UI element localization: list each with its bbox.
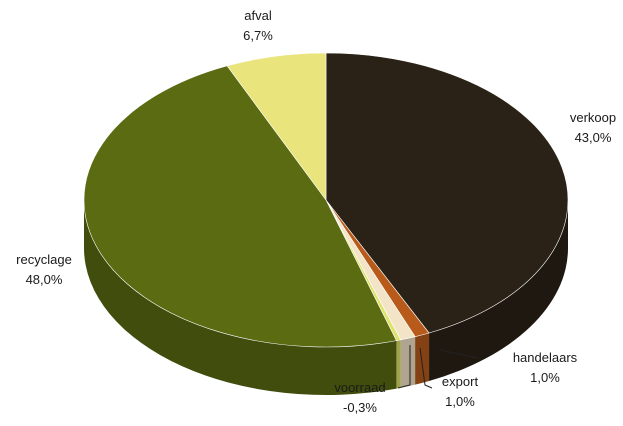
slice-afval <box>226 52 327 201</box>
leader-line-handelaars <box>439 349 479 359</box>
label-afval-value: 6,7% <box>243 28 273 43</box>
leader-line-export <box>419 347 433 389</box>
leader-line-voorraad <box>397 345 411 389</box>
label-recyclage-name: recyclage <box>16 252 72 267</box>
label-export-name: export <box>442 374 479 389</box>
label-export-value: 1,0% <box>445 394 475 409</box>
label-recyclage-value: 48,0% <box>26 272 63 287</box>
label-voorraad-value: -0,3% <box>343 400 377 415</box>
label-verkoop-name: verkoop <box>570 110 616 125</box>
label-handelaars-name: handelaars <box>513 350 578 365</box>
pie-sides <box>84 200 568 395</box>
slice-side-handelaars <box>415 333 430 385</box>
label-handelaars-value: 1,0% <box>530 370 560 385</box>
slice-recyclage <box>83 65 397 348</box>
leader-lines <box>397 345 479 389</box>
label-afval-name: afval <box>244 8 272 23</box>
slice-side-voorraad <box>396 339 401 389</box>
slice-labels: verkoop 43,0% handelaars 1,0% export 1,0% voor… <box>16 8 616 415</box>
slice-side-recyclage <box>84 200 397 395</box>
label-voorraad-name: voorraad <box>334 380 385 395</box>
slice-verkoop <box>325 52 569 334</box>
pie-slices <box>83 52 569 348</box>
label-verkoop-value: 43,0% <box>575 130 612 145</box>
slice-side-export <box>400 336 416 388</box>
slice-side-verkoop <box>429 200 568 382</box>
